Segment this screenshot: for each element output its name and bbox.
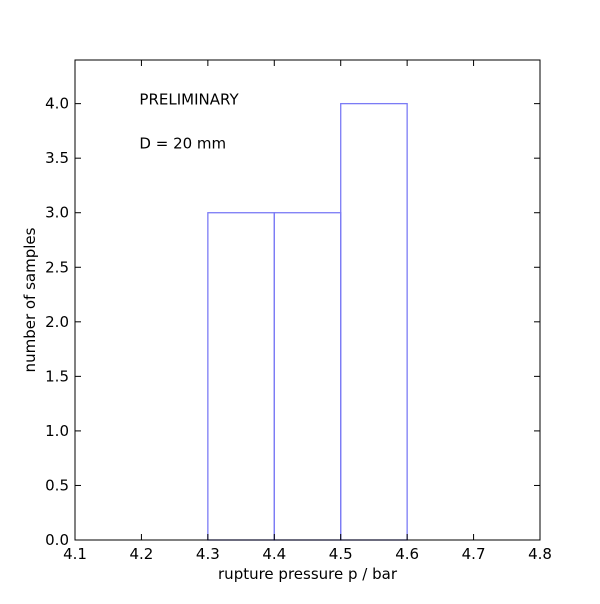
y-tick-label: 4.0 bbox=[45, 95, 69, 113]
x-axis-label: rupture pressure p / bar bbox=[218, 565, 398, 583]
y-tick-label: 0.5 bbox=[45, 476, 69, 494]
y-tick-label: 3.5 bbox=[45, 149, 69, 167]
bars-layer bbox=[207, 102, 408, 541]
x-tick-label: 4.1 bbox=[63, 545, 87, 563]
histogram-bar bbox=[273, 212, 342, 541]
x-tick-label: 4.2 bbox=[129, 545, 153, 563]
plot-frame bbox=[74, 59, 541, 541]
x-tick-label: 4.5 bbox=[329, 545, 353, 563]
ticks-layer bbox=[74, 60, 541, 541]
y-tick-label: 2.0 bbox=[45, 313, 69, 331]
y-tick-label: 1.5 bbox=[45, 367, 69, 385]
tick-labels-layer: 4.1 4.2 4.3 4.4 4.5 4.6 4.7 4.8 0.0 0.5 1.0 1.5 2.0 2… bbox=[45, 95, 552, 563]
annotation-preliminary: PRELIMINARY bbox=[139, 91, 239, 109]
y-tick-label: 0.0 bbox=[45, 531, 69, 549]
x-tick-label: 4.4 bbox=[262, 545, 286, 563]
x-tick-label: 4.3 bbox=[196, 545, 220, 563]
histogram-bar bbox=[340, 102, 408, 541]
x-tick-label: 4.8 bbox=[528, 545, 552, 563]
histogram-bar bbox=[207, 212, 275, 541]
y-axis-label: number of samples bbox=[21, 227, 39, 372]
y-tick-label: 1.0 bbox=[45, 422, 69, 440]
x-tick-label: 4.7 bbox=[462, 545, 486, 563]
y-tick-label: 2.5 bbox=[45, 258, 69, 276]
x-tick-label: 4.6 bbox=[395, 545, 419, 563]
annotation-diameter: D = 20 mm bbox=[139, 134, 226, 152]
y-tick-label: 3.0 bbox=[45, 204, 69, 222]
